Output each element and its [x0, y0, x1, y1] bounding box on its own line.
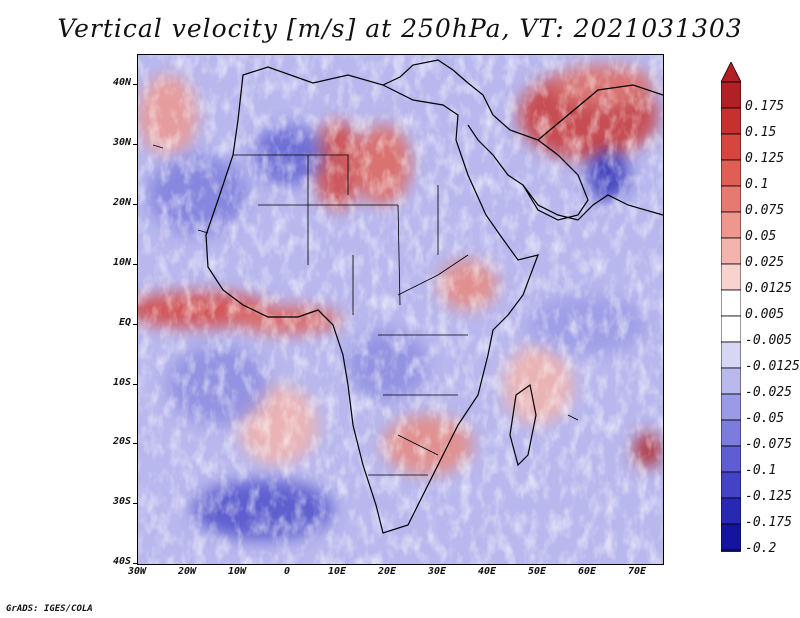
colorbar-bottom-arrow — [721, 549, 741, 552]
lat-label: 20N — [112, 196, 131, 208]
lon-label: 30E — [427, 566, 447, 577]
colorbar-label: -0.2 — [745, 541, 777, 556]
chart-title: Vertical velocity [m/s] at 250hPa, VT: 2… — [57, 14, 743, 43]
lat-tick — [133, 143, 137, 145]
colorbar-label: 0.175 — [745, 99, 785, 114]
colorbar-label: 0.15 — [745, 125, 777, 140]
lon-label: 40E — [477, 566, 497, 577]
lat-tick — [133, 563, 137, 565]
colorbar-segment — [721, 419, 741, 447]
coastlines — [152, 59, 663, 534]
colorbar-segment — [721, 289, 741, 317]
map-panel[interactable] — [137, 54, 664, 565]
lon-label: 20W — [177, 566, 197, 577]
colorbar-segment — [721, 471, 741, 499]
lon-label: 30W — [127, 566, 147, 577]
colorbar-label: 0.0125 — [745, 281, 792, 296]
colorbar-label: -0.025 — [745, 385, 792, 400]
colorbar-segment — [721, 211, 741, 239]
colorbar-label: -0.05 — [745, 411, 785, 426]
colorbar-label: 0.05 — [745, 229, 777, 244]
colorbar-top-arrow — [721, 62, 741, 83]
colorbar-label: 0.005 — [745, 307, 785, 322]
colorbar-label: -0.1 — [745, 463, 777, 478]
lon-label: 0 — [283, 566, 291, 577]
lon-label: 50E — [527, 566, 547, 577]
colorbar-segment — [721, 185, 741, 213]
lon-label: 10E — [327, 566, 347, 577]
colorbar-segment — [721, 133, 741, 161]
colorbar-label: -0.005 — [745, 333, 792, 348]
colorbar-segment — [721, 341, 741, 369]
lat-tick — [133, 203, 137, 205]
colorbar-label: -0.0125 — [745, 359, 800, 374]
lat-label: 40N — [112, 77, 131, 88]
colorbar-segment — [721, 107, 741, 135]
colorbar-segment — [721, 445, 741, 473]
colorbar-label: 0.125 — [745, 151, 785, 166]
colorbar — [721, 62, 741, 552]
lat-tick — [133, 383, 137, 385]
lon-label: 20E — [377, 566, 397, 577]
colorbar-segment — [721, 315, 741, 343]
colorbar-segment — [721, 237, 741, 265]
lat-tick — [133, 503, 137, 505]
colorbar-segment — [721, 497, 741, 525]
colorbar-segment — [721, 523, 741, 551]
lon-label: 10W — [227, 566, 247, 577]
lat-label: 30S — [112, 496, 131, 508]
colorbar-label: -0.075 — [745, 437, 792, 452]
map-canvas — [138, 55, 663, 564]
lat-tick — [133, 84, 137, 85]
colorbar-segment — [721, 81, 741, 109]
colorbar-segment — [721, 263, 741, 291]
colorbar-segment — [721, 159, 741, 187]
colorbar-label: 0.1 — [745, 177, 769, 192]
lat-label: 40S — [112, 556, 131, 568]
lat-label: 10S — [112, 376, 131, 388]
lon-label: 60E — [577, 566, 597, 577]
lat-tick — [133, 263, 137, 265]
lat-tick — [133, 443, 137, 445]
colorbar-label: -0.125 — [745, 489, 792, 504]
field-texture — [138, 55, 663, 564]
lat-tick — [133, 323, 137, 325]
credit-text: GrADS: IGES/COLA — [6, 604, 93, 614]
colorbar-label: 0.075 — [745, 203, 785, 218]
lat-label: 20S — [112, 436, 131, 448]
colorbar-label: -0.175 — [745, 515, 792, 530]
colorbar-label: 0.025 — [745, 255, 785, 270]
lat-label: EQ — [118, 316, 131, 328]
colorbar-segment — [721, 367, 741, 395]
lon-label: 70E — [627, 566, 647, 577]
colorbar-segment — [721, 393, 741, 421]
lat-label: 30N — [112, 136, 131, 148]
lat-label: 10N — [112, 256, 131, 268]
